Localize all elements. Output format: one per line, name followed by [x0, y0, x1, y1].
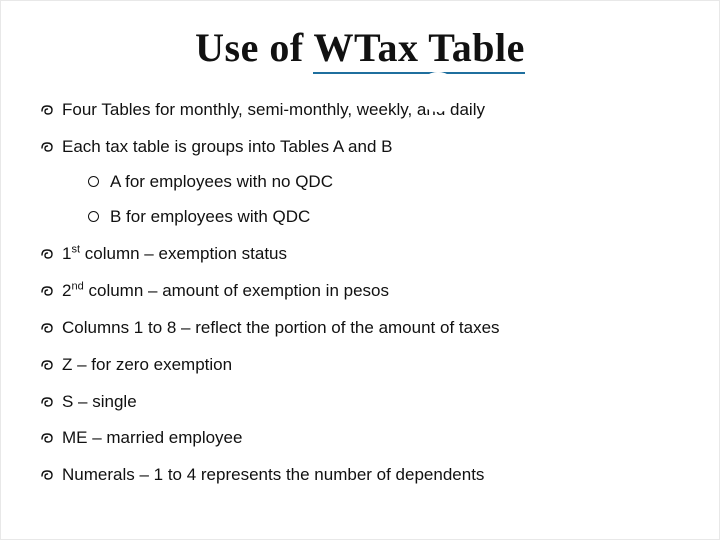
list-item: Four Tables for monthly, semi-monthly, w… [40, 99, 684, 122]
bullet-text: Columns 1 to 8 – reflect the portion of … [62, 318, 500, 337]
bullet-text: 1st column – exemption status [62, 244, 287, 263]
title-ring-icon [418, 72, 458, 112]
list-item: S – single [40, 391, 684, 414]
bullet-list: Four Tables for monthly, semi-monthly, w… [36, 99, 684, 487]
list-item: 2nd column – amount of exemption in peso… [40, 280, 684, 303]
bullet-text: Z – for zero exemption [62, 355, 232, 374]
swirl-bullet-icon [40, 284, 54, 298]
list-item: Each tax table is groups into Tables A a… [40, 136, 684, 229]
swirl-bullet-icon [40, 358, 54, 372]
bullet-text: S – single [62, 392, 137, 411]
swirl-bullet-icon [40, 321, 54, 335]
swirl-bullet-icon [40, 247, 54, 261]
bullet-text: Numerals – 1 to 4 represents the number … [62, 465, 484, 484]
list-item: Z – for zero exemption [40, 354, 684, 377]
bullet-text: B for employees with QDC [110, 207, 310, 226]
sub-list: A for employees with no QDC B for employ… [62, 171, 684, 229]
bullet-text: 2nd column – amount of exemption in peso… [62, 281, 389, 300]
circle-bullet-icon [88, 211, 99, 222]
swirl-bullet-icon [40, 431, 54, 445]
swirl-bullet-icon [40, 468, 54, 482]
list-item: Numerals – 1 to 4 represents the number … [40, 464, 684, 487]
title-plain: Use of [195, 25, 313, 70]
swirl-bullet-icon [40, 395, 54, 409]
title-underlined: WTax Table [313, 25, 524, 74]
title-area: Use of WTax Table [36, 24, 684, 71]
ordinal-suffix: st [71, 243, 80, 255]
list-item: A for employees with no QDC [88, 171, 684, 194]
swirl-bullet-icon [40, 103, 54, 117]
ordinal-rest: column – amount of exemption in pesos [84, 281, 389, 300]
bullet-text: A for employees with no QDC [110, 172, 333, 191]
ordinal-rest: column – exemption status [80, 244, 287, 263]
swirl-bullet-icon [40, 140, 54, 154]
slide-title: Use of WTax Table [195, 24, 525, 71]
ordinal-suffix: nd [71, 280, 83, 292]
slide: Use of WTax Table Four Tables for monthl… [0, 0, 720, 540]
list-item: ME – married employee [40, 427, 684, 450]
circle-bullet-icon [88, 176, 99, 187]
list-item: Columns 1 to 8 – reflect the portion of … [40, 317, 684, 340]
bullet-text: Each tax table is groups into Tables A a… [62, 137, 392, 156]
list-item: B for employees with QDC [88, 206, 684, 229]
list-item: 1st column – exemption status [40, 243, 684, 266]
bullet-text: ME – married employee [62, 428, 242, 447]
